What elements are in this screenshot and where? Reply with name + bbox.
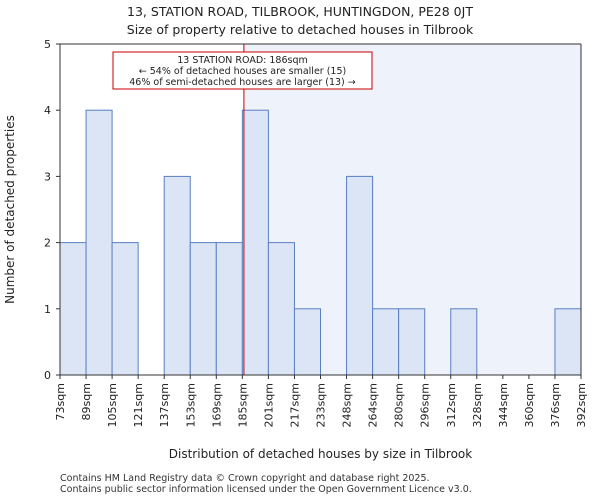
bar-153sqm	[189, 242, 217, 376]
x-tick-label-233sqm: 233sqm	[315, 383, 328, 427]
x-tick-label-296sqm: 296sqm	[419, 383, 432, 427]
bar-280sqm	[398, 308, 426, 376]
x-tick-label-121sqm: 121sqm	[132, 383, 145, 427]
x-tick-label-169sqm: 169sqm	[210, 383, 223, 427]
bar-264sqm	[372, 308, 400, 376]
bar-73sqm	[59, 242, 87, 376]
y-tick-label-3: 3	[44, 170, 51, 183]
x-tick-label-153sqm: 153sqm	[184, 383, 197, 427]
y-axis-title: Number of detached properties	[3, 115, 17, 304]
x-tick-label-312sqm: 312sqm	[445, 383, 458, 427]
x-tick-label-360sqm: 360sqm	[523, 383, 536, 427]
annotation-box	[112, 51, 373, 90]
bar-217sqm	[293, 308, 322, 376]
x-axis-title: Distribution of detached houses by size …	[169, 447, 473, 461]
x-tick-label-248sqm: 248sqm	[341, 383, 354, 427]
y-tick-label-0: 0	[44, 369, 51, 382]
footer-line1: Contains HM Land Registry data © Crown c…	[60, 473, 430, 484]
x-tick-label-392sqm: 392sqm	[575, 383, 588, 427]
x-tick-label-328sqm: 328sqm	[471, 383, 484, 427]
x-tick-label-137sqm: 137sqm	[158, 383, 171, 427]
chart-title-line2: Size of property relative to detached ho…	[126, 22, 474, 37]
y-tick-label-5: 5	[44, 38, 51, 51]
x-tick-label-185sqm: 185sqm	[236, 383, 249, 427]
x-tick-label-105sqm: 105sqm	[106, 383, 119, 427]
bar-185sqm	[241, 109, 269, 376]
bar-201sqm	[267, 242, 295, 376]
chart-title-line1: 13, STATION ROAD, TILBROOK, HUNTINGDON, …	[127, 4, 473, 19]
x-tick-label-89sqm: 89sqm	[80, 383, 93, 420]
bar-248sqm	[346, 175, 374, 376]
x-tick-label-376sqm: 376sqm	[549, 383, 562, 427]
bar-376sqm	[554, 308, 582, 376]
bar-312sqm	[450, 308, 478, 376]
x-tick-label-73sqm: 73sqm	[54, 383, 67, 420]
annotation-line3: 46% of semi-detached houses are larger (…	[129, 77, 356, 88]
bar-105sqm	[111, 242, 139, 376]
x-tick-label-280sqm: 280sqm	[393, 383, 406, 427]
annotation-line1: 13 STATION ROAD: 186sqm	[177, 55, 308, 66]
x-tick-label-264sqm: 264sqm	[367, 383, 380, 427]
x-tick-label-344sqm: 344sqm	[497, 383, 510, 427]
footer-line2: Contains public sector information licen…	[60, 484, 472, 495]
y-tick-label-1: 1	[44, 303, 51, 316]
bar-137sqm	[163, 175, 191, 376]
x-tick-label-217sqm: 217sqm	[288, 383, 301, 427]
x-tick-label-201sqm: 201sqm	[262, 383, 275, 427]
y-tick-label-4: 4	[44, 104, 51, 117]
bar-169sqm	[215, 242, 243, 376]
y-tick-label-2: 2	[44, 237, 51, 250]
annotation-line2: ← 54% of detached houses are smaller (15…	[139, 66, 346, 77]
bar-89sqm	[85, 109, 113, 376]
